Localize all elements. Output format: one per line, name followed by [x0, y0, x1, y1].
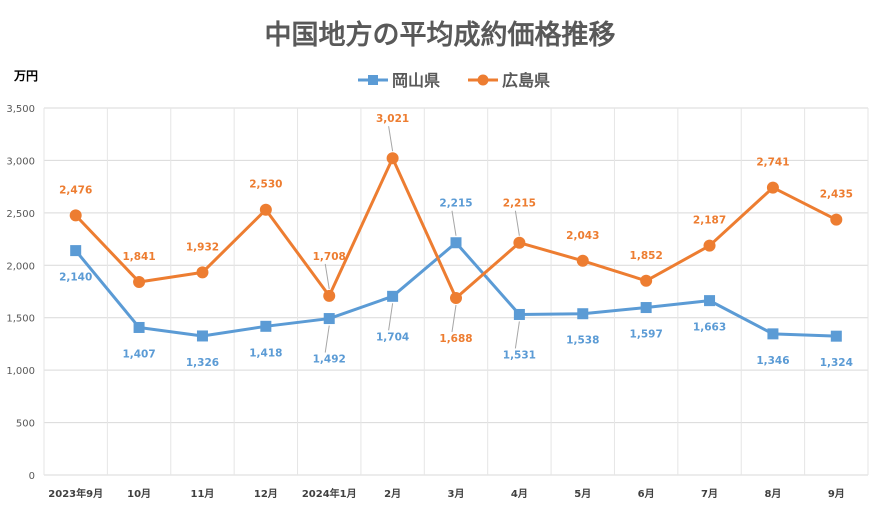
data-point-square: [133, 321, 145, 333]
data-point-circle: [830, 213, 843, 226]
data-point-square: [513, 308, 525, 320]
data-label: 2,741: [756, 157, 789, 169]
x-tick-label: 5月: [574, 488, 591, 500]
data-point-circle: [450, 292, 462, 305]
y-tick-label: 2,000: [6, 261, 35, 272]
y-tick-label: 500: [16, 419, 35, 430]
data-point-circle: [133, 275, 146, 288]
data-point-square: [767, 328, 779, 340]
data-label: 1,418: [249, 347, 282, 359]
data-label: 1,492: [313, 354, 346, 366]
x-tick-label: 7月: [701, 488, 718, 500]
label-leader-line: [514, 210, 520, 236]
data-label: 1,932: [186, 241, 219, 253]
gridlines: [43, 107, 869, 476]
x-tick-label: 2月: [384, 488, 401, 500]
label-leader-line: [514, 321, 520, 349]
data-point-circle: [576, 254, 589, 267]
data-point-circle: [640, 274, 653, 287]
legend-label: 岡山県: [392, 71, 440, 90]
data-point-square: [70, 245, 82, 257]
label-leader-line: [324, 325, 330, 353]
series-group: [69, 152, 843, 342]
x-tick-label: 6月: [638, 488, 655, 500]
data-point-circle: [69, 209, 82, 222]
data-label: 2,435: [820, 189, 853, 201]
x-tick-label: 2023年9月: [48, 487, 103, 500]
x-tick-label: 10月: [127, 488, 151, 500]
x-tick-label: 2024年1月: [302, 487, 357, 500]
data-label: 1,531: [503, 349, 536, 361]
data-label: 2,215: [503, 198, 536, 210]
data-point-square: [260, 320, 272, 332]
data-point-square: [830, 330, 842, 342]
chart-title: 中国地方の平均成約価格推移: [265, 19, 616, 51]
data-label: 1,708: [313, 251, 346, 263]
y-tick-label: 0: [29, 471, 35, 482]
y-axis-unit-label: 万円: [13, 69, 38, 83]
data-label: 1,852: [630, 250, 663, 262]
data-point-square: [640, 302, 652, 314]
x-axis-ticks: 2023年9月 10月 11月 12月 2024年1月 2月 3月 4月 5月 6月 7月 8月 9月: [48, 487, 844, 500]
y-axis-ticks: 0 500 1,000 1,500 2,000 2,500 3,000 3,500: [6, 104, 35, 482]
data-label: 1,324: [820, 357, 853, 369]
data-point-circle: [766, 181, 779, 194]
x-tick-label: 9月: [828, 488, 845, 500]
label-leader-line: [388, 126, 394, 152]
y-tick-label: 1,000: [6, 366, 35, 377]
data-point-square: [450, 237, 462, 249]
data-label: 1,597: [630, 329, 663, 341]
data-point-circle: [386, 152, 399, 165]
data-label: 1,688: [439, 333, 472, 345]
data-point-square: [323, 313, 335, 325]
data-label: 1,704: [376, 331, 409, 343]
y-tick-label: 3,500: [6, 104, 35, 115]
y-tick-label: 1,500: [6, 314, 35, 325]
data-label: 3,021: [376, 113, 409, 125]
label-leader-line: [451, 304, 457, 333]
data-label: 1,407: [122, 348, 155, 360]
data-label: 2,043: [566, 230, 599, 242]
label-leader-line: [324, 263, 330, 289]
data-point-circle: [323, 289, 336, 302]
x-tick-label: 4月: [511, 488, 528, 500]
data-label: 2,187: [693, 215, 726, 227]
data-label: 2,530: [249, 179, 282, 191]
legend: 岡山県 広島県: [358, 71, 550, 90]
data-label: 1,538: [566, 335, 599, 347]
y-tick-label: 3,000: [6, 156, 35, 167]
data-point-square: [196, 330, 208, 342]
label-leader-line: [388, 303, 394, 331]
y-tick-label: 2,500: [6, 209, 35, 220]
data-point-circle: [259, 203, 272, 216]
data-label: 1,326: [186, 357, 219, 369]
label-leader-line: [451, 210, 457, 236]
data-point-square: [387, 290, 399, 302]
data-point-circle: [196, 266, 209, 279]
data-point-circle: [513, 236, 526, 249]
label-leader-lines: [324, 126, 520, 353]
legend-marker-circle: [477, 74, 489, 86]
legend-marker-square: [368, 75, 378, 85]
data-label: 2,140: [59, 272, 92, 284]
data-label: 1,841: [122, 251, 155, 263]
data-point-square: [577, 308, 589, 320]
data-point-square: [704, 295, 716, 307]
data-point-circle: [703, 239, 716, 252]
x-tick-label: 8月: [764, 488, 781, 500]
data-labels: 2,140 2,476 1,407 1,841 1,326 1,932 1,418 2,530…: [59, 113, 853, 369]
data-label: 2,476: [59, 184, 92, 196]
data-label: 1,346: [756, 355, 789, 367]
data-label: 2,215: [439, 198, 472, 210]
x-tick-label: 12月: [254, 488, 278, 500]
series-line: [74, 156, 837, 300]
x-tick-label: 11月: [191, 488, 215, 500]
data-label: 1,663: [693, 322, 726, 334]
x-tick-label: 3月: [448, 488, 465, 500]
legend-label: 広島県: [502, 71, 550, 90]
